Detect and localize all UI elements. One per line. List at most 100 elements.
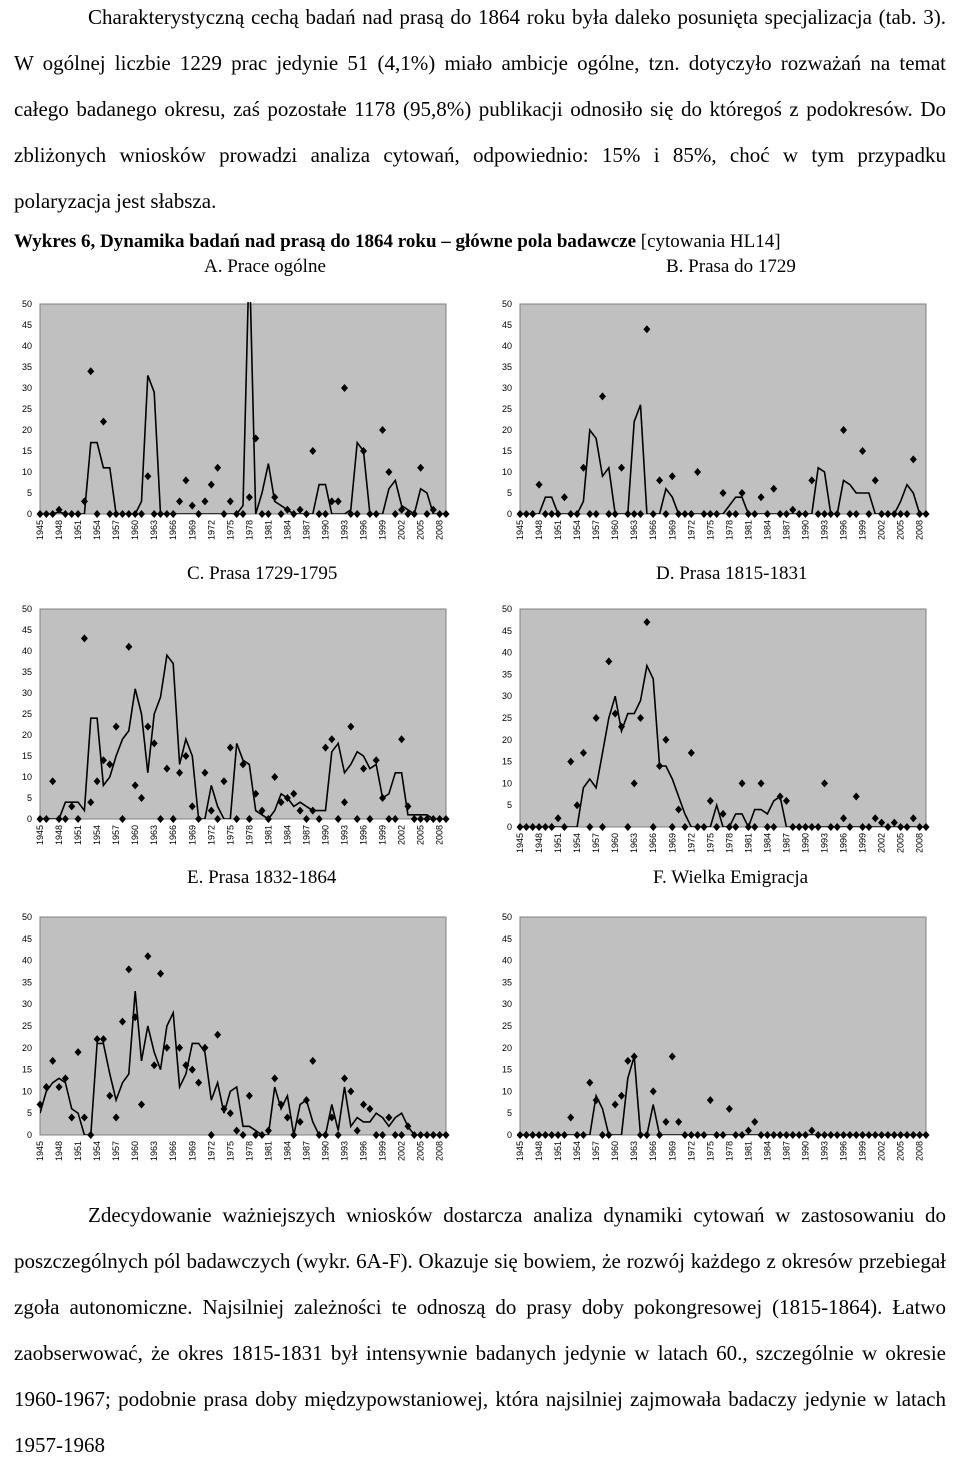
data-point bbox=[618, 1091, 625, 1100]
y-tick-label: 5 bbox=[27, 488, 32, 498]
y-tick-label: 25 bbox=[502, 1021, 512, 1031]
x-tick-label: 1960 bbox=[610, 1141, 620, 1161]
y-tick-label: 50 bbox=[502, 604, 512, 614]
data-point bbox=[738, 1131, 746, 1139]
data-point bbox=[42, 815, 50, 823]
data-point bbox=[808, 823, 816, 831]
data-point bbox=[827, 1131, 835, 1139]
data-point bbox=[535, 1131, 543, 1139]
data-point bbox=[795, 510, 803, 518]
data-point bbox=[309, 1056, 317, 1065]
data-point bbox=[846, 823, 854, 831]
data-point bbox=[554, 1131, 562, 1139]
x-tick-label: 1960 bbox=[610, 520, 620, 540]
data-point bbox=[302, 1096, 310, 1105]
data-point bbox=[821, 1131, 828, 1139]
x-tick-label: 1948 bbox=[54, 825, 64, 845]
y-tick-label: 50 bbox=[502, 912, 512, 922]
y-tick-label: 15 bbox=[502, 446, 512, 456]
chart-d-title: D. Prasa 1815-1831 bbox=[656, 563, 808, 584]
data-point bbox=[42, 1083, 50, 1092]
figure-caption-tail: [cytowania HL14] bbox=[636, 231, 781, 252]
data-point bbox=[302, 510, 310, 518]
x-tick-label: 1966 bbox=[648, 833, 658, 853]
x-tick-label: 2008 bbox=[915, 1141, 925, 1161]
data-point bbox=[49, 777, 57, 786]
x-tick-label: 1993 bbox=[820, 833, 830, 853]
y-tick-label: 15 bbox=[22, 1065, 32, 1075]
intro-paragraph: Charakterystyczną cechą badań nad prasą … bbox=[14, 0, 946, 224]
y-tick-label: 0 bbox=[507, 822, 512, 832]
data-point bbox=[125, 510, 133, 518]
data-point bbox=[398, 735, 406, 744]
data-point bbox=[436, 1131, 444, 1139]
data-point bbox=[605, 657, 613, 666]
x-tick-label: 2005 bbox=[416, 520, 426, 540]
data-point bbox=[391, 510, 399, 518]
data-point bbox=[821, 779, 828, 788]
data-point bbox=[592, 714, 600, 722]
data-point bbox=[163, 510, 171, 518]
data-point bbox=[675, 1117, 683, 1126]
data-point bbox=[890, 510, 898, 518]
x-tick-label: 1963 bbox=[629, 520, 639, 540]
data-point bbox=[808, 476, 816, 485]
data-point bbox=[379, 794, 387, 802]
data-point bbox=[74, 510, 82, 518]
data-point bbox=[897, 1131, 905, 1139]
data-point bbox=[80, 1113, 88, 1122]
data-point bbox=[271, 493, 279, 502]
data-point bbox=[624, 823, 632, 831]
figure-caption-bold: Wykres 6, Dynamika badań nad prasą do 18… bbox=[14, 231, 637, 252]
x-tick-label: 1954 bbox=[572, 520, 582, 540]
data-point bbox=[138, 1100, 145, 1109]
x-tick-label: 1999 bbox=[378, 520, 388, 540]
y-tick-label: 35 bbox=[502, 977, 512, 987]
data-point bbox=[372, 510, 380, 518]
x-tick-label: 1984 bbox=[282, 825, 292, 845]
data-point bbox=[74, 1048, 82, 1057]
data-point bbox=[522, 510, 530, 518]
data-point bbox=[106, 1091, 114, 1100]
data-point bbox=[436, 510, 444, 518]
data-point bbox=[233, 815, 241, 823]
x-tick-label: 1993 bbox=[340, 520, 350, 540]
y-tick-label: 5 bbox=[27, 793, 32, 803]
data-point bbox=[61, 510, 69, 518]
x-tick-label: 1990 bbox=[320, 1141, 330, 1161]
data-point bbox=[598, 392, 606, 401]
data-point bbox=[675, 805, 683, 814]
data-point bbox=[605, 1131, 613, 1139]
y-tick-label: 40 bbox=[502, 956, 512, 966]
data-point bbox=[801, 1131, 809, 1139]
y-tick-label: 45 bbox=[502, 626, 512, 636]
data-point bbox=[360, 447, 368, 455]
data-point bbox=[144, 952, 152, 961]
data-point bbox=[144, 472, 152, 481]
data-point bbox=[226, 743, 234, 752]
data-point bbox=[36, 510, 44, 518]
data-point bbox=[573, 510, 581, 518]
y-tick-label: 35 bbox=[502, 362, 512, 372]
data-point bbox=[700, 823, 708, 831]
y-tick-label: 5 bbox=[27, 1108, 32, 1118]
data-point bbox=[567, 757, 575, 766]
data-point bbox=[423, 1131, 431, 1139]
x-tick-label: 1945 bbox=[515, 833, 525, 853]
data-point bbox=[372, 756, 380, 765]
data-point bbox=[618, 722, 625, 731]
x-tick-label: 1999 bbox=[858, 520, 868, 540]
data-point bbox=[442, 1131, 450, 1139]
data-point bbox=[744, 510, 752, 518]
data-point bbox=[751, 510, 759, 518]
data-point bbox=[725, 1104, 733, 1113]
data-point bbox=[436, 815, 444, 823]
data-point bbox=[410, 1131, 418, 1139]
chart-b-title: B. Prasa do 1729 bbox=[666, 256, 796, 277]
y-tick-label: 10 bbox=[22, 467, 32, 477]
data-point bbox=[277, 1100, 285, 1109]
data-point bbox=[541, 823, 549, 831]
data-point bbox=[763, 510, 771, 518]
data-point bbox=[214, 1030, 222, 1039]
data-point bbox=[138, 510, 145, 518]
